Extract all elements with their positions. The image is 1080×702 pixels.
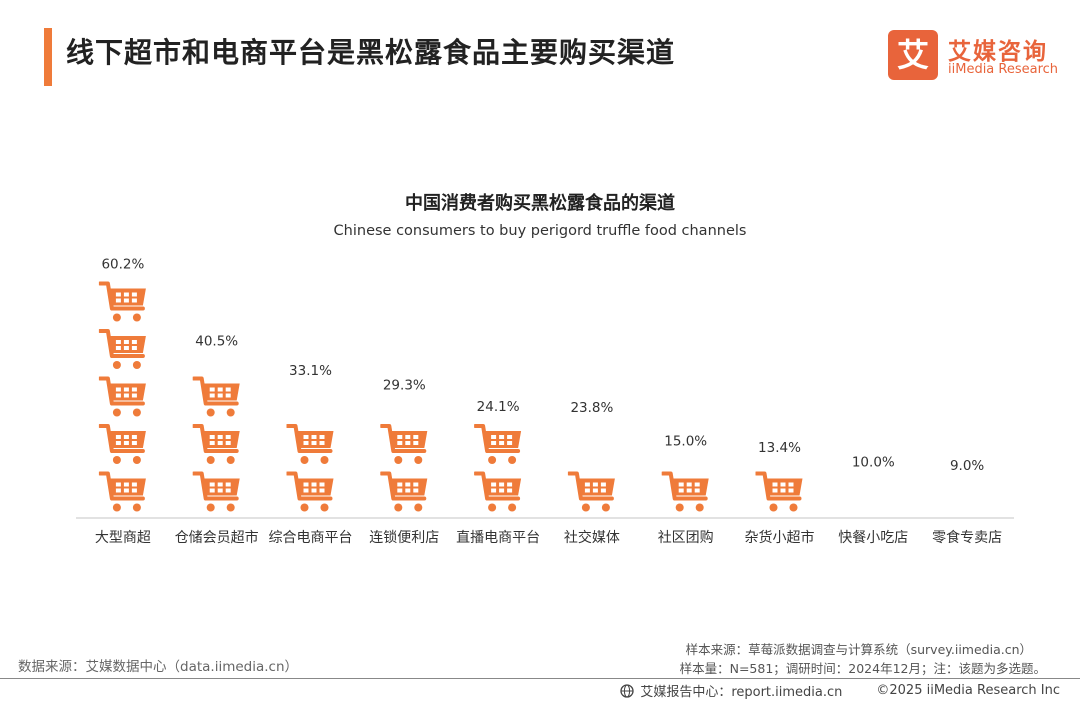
brand-logo: 艾 艾媒咨询 iiMedia Research [888,30,1064,82]
cart-bar-mark [98,329,147,371]
cart-bar-mark [192,471,241,514]
value-label: 24.1% [477,399,520,415]
bar-column: 23.8% 社交媒体 [564,400,620,546]
sample-source-note: 样本来源：草莓派数据调查与计算系统（survey.iimedia.cn） [685,642,1032,657]
chart-bars: 60.2% 大型商超 40.5% 仓储会员超市 33.1% 综合电商平台 29.3% 连锁便利… [95,257,1002,547]
footer-bar: 艾媒报告中心：report.iimedia.cn ©2025 iiMedia R… [620,681,1060,700]
value-label: 9.0% [950,458,984,474]
cart-bar-mark [380,424,429,466]
category-label: 社区团购 [658,530,714,546]
cart-bar-mark [755,471,804,514]
data-source-note: 数据来源：艾媒数据中心（data.iimedia.cn） [18,659,299,675]
page-title: 线下超市和电商平台是黑松露食品主要购买渠道 [66,36,676,69]
category-label: 社交媒体 [564,529,620,546]
value-label: 33.1% [289,363,332,379]
brand-name-cn: 艾媒咨询 [948,39,1048,65]
cart-bar-mark [286,424,335,466]
cart-bar-mark [192,424,241,466]
cart-bar-mark [474,424,523,466]
bar-column: 60.2% 大型商超 [95,257,151,547]
cart-bar-mark [98,424,147,466]
bar-column: 13.4% 杂货小超市 [745,440,815,546]
category-label: 快餐小吃店 [838,530,908,546]
bar-column: 24.1% 直播电商平台 [456,399,540,546]
category-label: 杂货小超市 [745,529,815,546]
cart-bar-mark [98,281,147,324]
pictograph-bar-chart: 60.2% 大型商超 40.5% 仓储会员超市 33.1% 综合电商平台 29.3% 连锁便利… [76,257,1014,547]
value-label: 10.0% [852,454,895,470]
category-label: 大型商超 [95,530,151,546]
cart-bar-mark-partial [567,424,616,466]
category-label: 仓储会员超市 [175,529,259,546]
chart-title: 中国消费者购买黑松露食品的渠道 [405,193,675,214]
bar-column: 40.5% 仓储会员超市 [175,333,259,546]
footer-divider [0,678,1080,679]
value-label: 15.0% [664,434,707,450]
brand-logo-mark: 艾 [888,30,938,80]
cart-bar-mark-partial [849,476,898,514]
chart-subtitle: Chinese consumers to buy perigord truffl… [333,223,747,239]
value-label: 29.3% [383,378,426,394]
copyright-text: ©2025 iiMedia Research Inc [876,683,1060,698]
cart-bar-mark [286,471,335,514]
cart-bar-mark [192,376,241,419]
cart-bar-mark-partial [286,385,335,419]
bar-column: 29.3% 连锁便利店 [369,378,439,546]
brand-name-en: iiMedia Research [948,62,1059,77]
cart-bar-mark [474,471,523,514]
cart-bar-mark-partial [943,480,992,514]
bar-column: 33.1% 综合电商平台 [269,363,353,546]
title-accent-bar [44,28,52,86]
cart-bar-mark [661,471,710,514]
sample-info-note: 样本量：N=581；调研时间：2024年12月；注：该题为多选题。 [679,661,1046,676]
category-label: 连锁便利店 [369,530,439,546]
cart-bar-mark [98,376,147,419]
value-label: 60.2% [101,257,144,273]
globe-icon [620,683,634,698]
value-label: 40.5% [195,333,238,349]
bar-column: 10.0% 快餐小吃店 [838,454,908,546]
bar-column: 15.0% 社区团购 [658,434,714,546]
value-label: 13.4% [758,440,801,456]
category-label: 零食专卖店 [932,529,1002,546]
value-label: 23.8% [570,400,613,416]
cart-bar-mark [380,471,429,514]
category-label: 综合电商平台 [269,530,353,546]
report-center-link[interactable]: 艾媒报告中心：report.iimedia.cn [640,685,843,700]
bar-column: 9.0% 零食专卖店 [932,458,1002,546]
cart-bar-mark [567,471,616,514]
category-label: 直播电商平台 [456,529,540,546]
cart-bar-mark [98,471,147,514]
